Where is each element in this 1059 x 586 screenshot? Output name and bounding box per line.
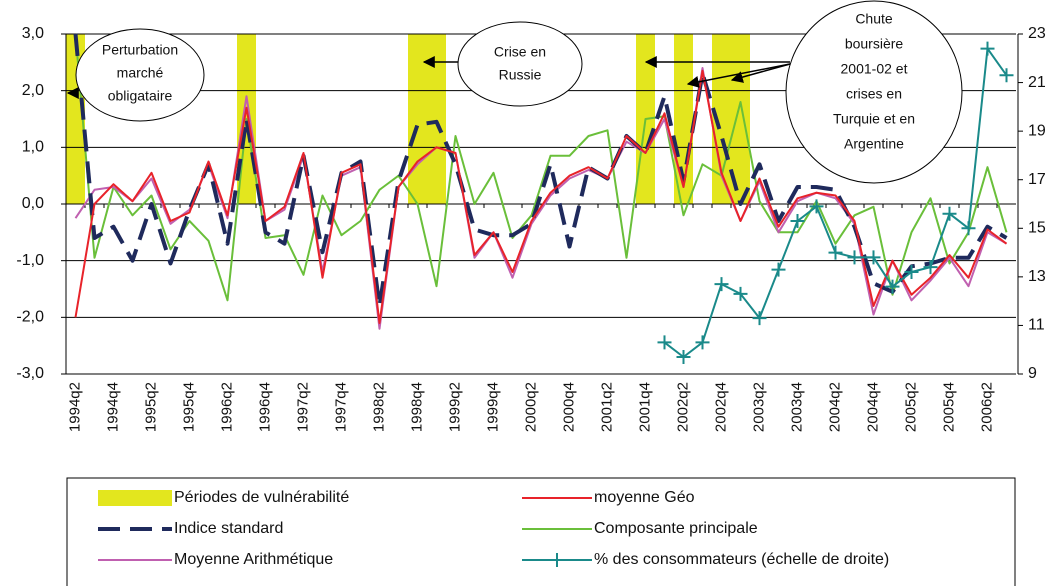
legend-label: moyenne Géo <box>594 489 695 506</box>
x-tick-label: 1998q4 <box>408 382 425 432</box>
y-tick-label: 0,0 <box>22 195 44 212</box>
legend-label: Composante principale <box>594 520 758 537</box>
annotation-text: Russie <box>499 67 542 83</box>
point-marker <box>942 206 957 221</box>
legend-label: Moyenne Arithmétique <box>174 551 333 568</box>
bar <box>408 34 427 204</box>
legend-label: Indice standard <box>174 520 283 537</box>
legend-swatch <box>98 490 172 506</box>
point-marker <box>771 262 786 277</box>
annotation-text: boursière <box>845 36 904 52</box>
bar <box>427 34 446 204</box>
x-tick-label: 1995q4 <box>180 382 197 432</box>
annotation-text: marché <box>117 65 164 81</box>
point-marker <box>999 68 1014 83</box>
annotation-text: Perturbation <box>102 42 178 58</box>
annotation-bubble <box>785 0 963 184</box>
y2-tick-label: 9 <box>1028 365 1037 382</box>
x-tick-label: 1996q2 <box>218 382 235 432</box>
point-marker <box>885 279 900 294</box>
x-tick-label: 2000q4 <box>560 382 577 432</box>
x-tick-label: 1999q4 <box>484 382 501 432</box>
point-marker <box>923 260 938 275</box>
x-tick-label: 2003q2 <box>750 382 767 432</box>
point-marker <box>980 41 995 56</box>
point-marker <box>847 250 862 265</box>
point-marker <box>733 286 748 301</box>
point-marker <box>961 221 976 236</box>
x-tick-label: 1994q4 <box>104 382 121 432</box>
annotation-text: obligataire <box>108 88 173 104</box>
annotations: Perturbation marché obligataire Crise en… <box>66 0 963 184</box>
point-marker <box>790 214 805 228</box>
annotation-arrow <box>730 63 791 83</box>
x-tick-label: 2004q2 <box>826 382 843 432</box>
x-tick-label: 2002q2 <box>674 382 691 432</box>
annotation-text: Crise en <box>494 44 546 60</box>
y2-tick-label: 15 <box>1028 220 1046 237</box>
y-tick-label: 1,0 <box>22 139 44 156</box>
point-marker <box>657 335 672 350</box>
y2-tick-label: 19 <box>1028 122 1046 139</box>
point-marker <box>828 245 843 260</box>
x-tick-label: 2006q2 <box>978 382 995 432</box>
x-tick-label: 1998q2 <box>370 382 387 432</box>
x-tick-label: 2000q2 <box>522 382 539 432</box>
point-marker <box>714 277 729 292</box>
y-tick-label: 2,0 <box>22 82 44 99</box>
series-line <box>73 33 1008 308</box>
x-tick-label: 2005q4 <box>940 382 957 432</box>
annotation-text: Argentine <box>844 136 904 152</box>
point-marker <box>866 250 881 265</box>
legend-label: Périodes de vulnérabilité <box>174 489 349 506</box>
y2-tick-label: 11 <box>1028 317 1045 334</box>
y2-tick-label: 23 <box>1028 25 1046 42</box>
x-tick-label: 2003q4 <box>788 382 805 432</box>
y-tick-label: -2,0 <box>16 309 44 326</box>
legend-marker <box>550 553 564 567</box>
legend: Périodes de vulnérabilité moyenne Géo Indi… <box>98 489 889 568</box>
legend-label: % des consommateurs (échelle de droite) <box>594 551 889 568</box>
annotation-text: crises en <box>846 86 902 102</box>
annotation-bubble <box>75 28 205 122</box>
x-tick-label: 1996q4 <box>256 382 273 432</box>
x-tick-label: 2002q4 <box>712 382 729 432</box>
x-tick-label: 1995q2 <box>142 382 159 432</box>
x-tick-label: 2001q4 <box>636 382 653 432</box>
x-tick-label: 2005q2 <box>902 382 919 432</box>
point-marker <box>809 199 824 214</box>
y2-tick-label: 17 <box>1028 171 1046 188</box>
annotation-text: Chute <box>855 11 893 27</box>
y2-tick-label: 21 <box>1028 74 1046 91</box>
point-marker <box>904 265 919 279</box>
y2-tick-label: 13 <box>1028 268 1046 285</box>
series-line <box>74 69 1008 324</box>
x-tick-label: 2001q2 <box>598 382 615 432</box>
x-tick-label: 2004q4 <box>864 382 881 432</box>
annotation-text: Turquie et en <box>833 111 915 127</box>
x-tick-label: 1994q2 <box>66 382 83 432</box>
x-tick-label: 1997q2 <box>294 382 311 432</box>
x-tick-label: 1997q4 <box>332 382 349 432</box>
legend-box <box>66 477 1016 586</box>
x-tick-label: 1999q2 <box>446 382 463 432</box>
y-tick-label: -3,0 <box>16 365 44 382</box>
point-marker <box>752 311 767 326</box>
annotation-text: 2001-02 et <box>841 61 908 77</box>
y-tick-label: -1,0 <box>16 252 44 269</box>
y-tick-label: 3,0 <box>22 25 44 42</box>
point-marker <box>695 335 710 350</box>
annotation-bubble <box>457 21 583 107</box>
point-marker <box>676 350 691 364</box>
